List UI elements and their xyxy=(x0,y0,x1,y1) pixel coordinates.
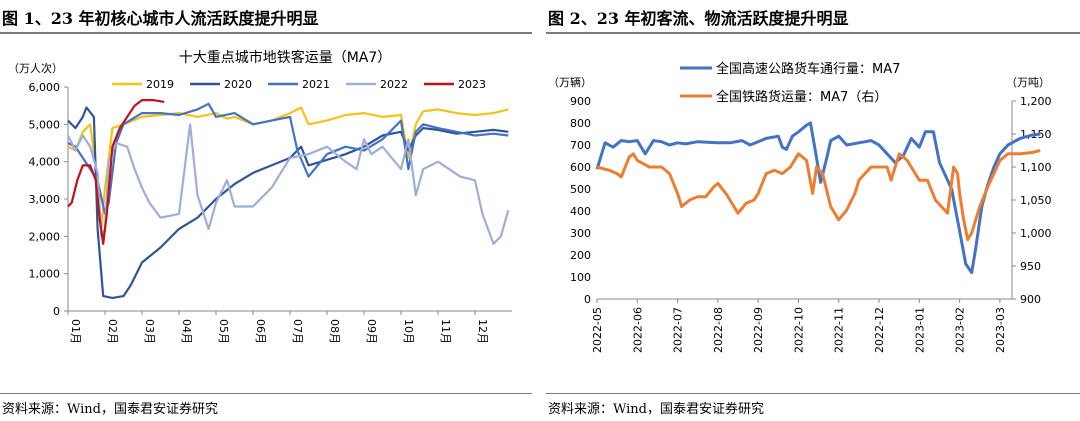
right-series-line-1 xyxy=(595,121,1041,275)
right-x-tick-label: 2022-06 xyxy=(631,307,644,353)
right-freight-chart: （万辆） （万吨） 0 100 200 300 400 500 600 700 800 900 900 9… xyxy=(548,61,1052,353)
left-y-tick-label: 2,000 xyxy=(29,230,61,243)
right-figure-footer: 资料来源：Wind，国泰君安证券研究 xyxy=(546,393,1080,421)
left-chart-title: 十大重点城市地铁客运量（MA7） xyxy=(179,49,392,66)
left-x-tick-label: 12月 xyxy=(476,319,489,344)
left-series-line-2020 xyxy=(67,106,509,299)
left-legend-label-2023: 2023 xyxy=(458,78,486,91)
right-y2-tick-label: 1,100 xyxy=(1020,161,1052,174)
left-legend-label-2021: 2021 xyxy=(302,78,330,91)
left-x-tick-label: 10月 xyxy=(402,319,415,344)
right-y-tick-label: 300 xyxy=(570,227,591,240)
left-x-tick-label: 03月 xyxy=(143,319,156,344)
right-figure-header: 图 2、23 年初客流、物流活跃度提升明显 xyxy=(546,0,1080,34)
right-y-tick-label: 200 xyxy=(570,249,591,262)
left-x-tick-label: 11月 xyxy=(439,319,452,344)
left-unit-label: （万人次） xyxy=(8,61,63,75)
left-y-tick-label: 5,000 xyxy=(29,118,61,131)
left-x-tick-label: 08月 xyxy=(328,319,341,344)
right-unit-label-right: （万吨） xyxy=(1006,76,1050,89)
left-x-tick-label: 02月 xyxy=(106,319,119,344)
left-y-tick-label: 1,000 xyxy=(29,268,61,281)
right-x-tick-label: 2023-02 xyxy=(954,307,967,353)
right-x-tick-label: 2022-05 xyxy=(591,307,604,353)
left-legend-label-2022: 2022 xyxy=(380,78,408,91)
right-x-tick-label: 2022-07 xyxy=(672,307,685,353)
left-x-tick-label: 07月 xyxy=(291,319,304,344)
left-x-tick-label: 04月 xyxy=(180,319,193,344)
right-x-tick-label: 2022-10 xyxy=(792,307,805,353)
right-unit-label-left: （万辆） xyxy=(548,75,592,89)
right-x-tick-label: 2022-09 xyxy=(752,307,765,353)
left-figure-title: 图 1、23 年初核心城市人流活跃度提升明显 xyxy=(2,9,319,28)
right-source-note: 资料来源：Wind，国泰君安证券研究 xyxy=(548,402,764,417)
left-x-tick-label: 09月 xyxy=(365,319,378,344)
right-series-line-2 xyxy=(596,149,1041,242)
left-legend-label-2020: 2020 xyxy=(224,78,252,91)
right-y-tick-label: 0 xyxy=(584,293,591,306)
right-x-tick-label: 2022-12 xyxy=(873,307,886,353)
left-figure-header: 图 1、23 年初核心城市人流活跃度提升明显 xyxy=(0,0,532,34)
left-figure-footer: 资料来源：Wind，国泰君安证券研究 xyxy=(0,393,532,421)
left-y-tick-label: 0 xyxy=(53,305,60,318)
right-y-tick-label: 400 xyxy=(570,205,591,218)
right-y-tick-label: 800 xyxy=(570,117,591,130)
right-x-tick-label: 2022-08 xyxy=(712,307,725,353)
left-x-tick-label: 06月 xyxy=(254,319,267,344)
left-legend-label-2019: 2019 xyxy=(146,78,174,91)
right-y-tick-label: 600 xyxy=(570,161,591,174)
right-y2-tick-label: 900 xyxy=(1020,293,1041,306)
left-series-line-2022 xyxy=(67,123,510,245)
left-x-tick-label: 05月 xyxy=(217,319,230,344)
left-y-tick-label: 4,000 xyxy=(29,156,61,169)
left-source-note: 资料来源：Wind，国泰君安证券研究 xyxy=(2,402,218,417)
right-x-tick-label: 2023-01 xyxy=(913,307,926,353)
left-y-tick-label: 6,000 xyxy=(29,81,61,94)
left-y-tick-label: 3,000 xyxy=(29,193,61,206)
left-x-tick-label: 01月 xyxy=(69,319,82,344)
right-y-tick-label: 700 xyxy=(570,139,591,152)
right-x-tick-label: 2022-11 xyxy=(833,307,846,353)
right-y2-tick-label: 1,050 xyxy=(1020,194,1052,207)
right-legend-label-2: 全国铁路货运量：MA7（右） xyxy=(716,89,887,105)
right-y2-tick-label: 1,200 xyxy=(1020,95,1052,108)
right-y-tick-label: 100 xyxy=(570,271,591,284)
right-y-tick-label: 500 xyxy=(570,183,591,196)
right-legend-label-1: 全国高速公路货车通行量：MA7 xyxy=(716,61,900,77)
left-metro-chart: 十大重点城市地铁客运量（MA7） （万人次） 0 1,000 2,000 3,000 4,0… xyxy=(8,49,512,344)
right-x-tick-label: 2023-03 xyxy=(994,307,1007,353)
right-y2-tick-label: 950 xyxy=(1020,260,1041,273)
right-y2-tick-label: 1,000 xyxy=(1020,227,1052,240)
right-y-tick-label: 900 xyxy=(570,95,591,108)
left-series-line-2023 xyxy=(67,99,165,245)
right-figure-title: 图 2、23 年初客流、物流活跃度提升明显 xyxy=(548,9,849,28)
